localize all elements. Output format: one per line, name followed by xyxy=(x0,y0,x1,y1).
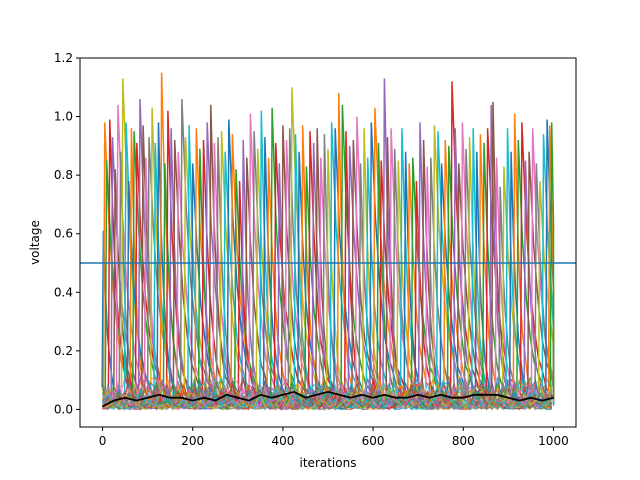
x-tick-label: 400 xyxy=(271,434,294,448)
spike-trace xyxy=(549,122,555,400)
y-tick-label: 0.0 xyxy=(54,402,73,416)
x-axis: 0 200 400 600 800 1000 xyxy=(99,427,569,448)
x-axis-label: iterations xyxy=(300,456,357,470)
noise-trace xyxy=(102,379,553,411)
y-axis: 0.0 0.2 0.4 0.6 0.8 1.0 1.2 xyxy=(54,51,80,416)
x-tick-label: 600 xyxy=(362,434,385,448)
x-tick-label: 1000 xyxy=(538,434,569,448)
x-tick-label: 800 xyxy=(452,434,475,448)
axes-frame xyxy=(79,57,577,428)
y-tick-label: 0.4 xyxy=(54,285,73,299)
y-tick-label: 0.8 xyxy=(54,168,73,182)
axes-border xyxy=(79,57,577,428)
y-tick-label: 0.6 xyxy=(54,227,73,241)
mean-voltage-line xyxy=(102,390,554,408)
plot-area xyxy=(80,72,576,412)
x-tick-label: 0 xyxy=(99,434,107,448)
noise-trace xyxy=(102,378,553,411)
y-tick-label: 1.0 xyxy=(54,110,73,124)
x-tick-label: 200 xyxy=(181,434,204,448)
y-tick-label: 0.2 xyxy=(54,344,73,358)
y-axis-label: voltage xyxy=(28,220,42,265)
y-tick-label: 1.2 xyxy=(54,51,73,65)
